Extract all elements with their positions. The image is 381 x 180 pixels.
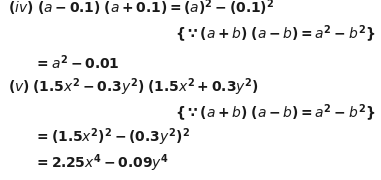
Text: $\mathbf{(\mathit{v})\;(1.5\mathit{x}^2 - 0.3\mathit{y}^2)\;(1.5\mathit{x}^2 + 0: $\mathbf{(\mathit{v})\;(1.5\mathit{x}^2 … <box>8 76 259 98</box>
Text: $\mathbf{\{\because (\mathit{a} + \mathit{b})\;(\mathit{a} - \mathit{b}) = \math: $\mathbf{\{\because (\mathit{a} + \mathi… <box>175 103 376 125</box>
Text: $\mathbf{(\mathit{iv})}$ $\mathbf{(\mathit{a} - 0.1)\;(\mathit{a} + 0.1) = (\mat: $\mathbf{(\mathit{iv})}$ $\mathbf{(\math… <box>8 0 274 18</box>
Text: $\mathbf{\{\because (\mathit{a} + \mathit{b})\;(\mathit{a} - \mathit{b}) = \math: $\mathbf{\{\because (\mathit{a} + \mathi… <box>175 24 376 45</box>
Text: $\mathbf{= (1.5\mathit{x}^2)^2 - (0.3\mathit{y}^2)^2}$: $\mathbf{= (1.5\mathit{x}^2)^2 - (0.3\ma… <box>34 127 190 148</box>
Text: $\mathbf{= \mathit{a}^2 - 0.01}$: $\mathbf{= \mathit{a}^2 - 0.01}$ <box>34 53 120 72</box>
Text: $\mathbf{= 2.25\mathit{x}^4 - 0.09\mathit{y}^4}$: $\mathbf{= 2.25\mathit{x}^4 - 0.09\mathi… <box>34 152 170 174</box>
